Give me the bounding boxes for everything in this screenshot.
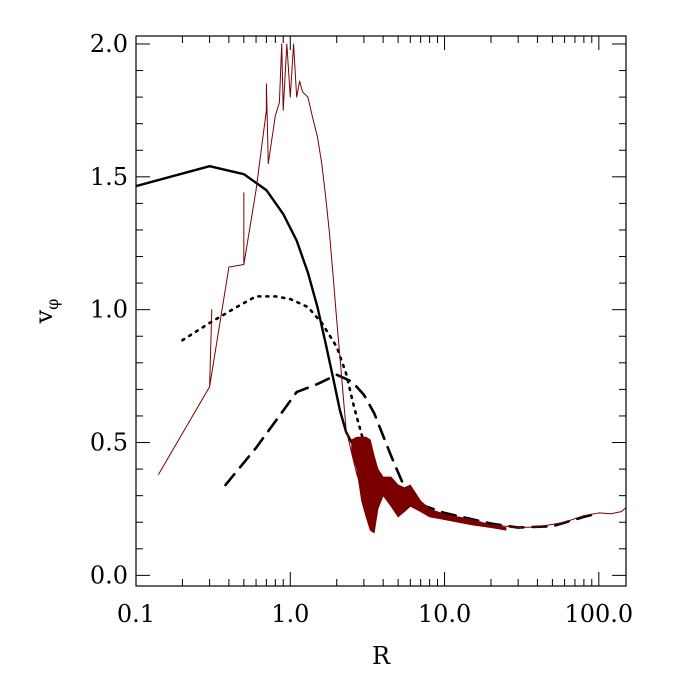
y-axis-label: vφ <box>30 299 62 325</box>
x-axis-label: R <box>372 642 391 670</box>
series-layer <box>136 43 626 534</box>
series-line-dotted <box>181 295 376 474</box>
plot-frame <box>135 35 627 587</box>
y-tick-label: 1.5 <box>90 163 128 191</box>
y-tick-label: 0.5 <box>90 429 128 457</box>
y-tick-label: 0.0 <box>90 561 128 589</box>
series-clip-group <box>136 43 626 534</box>
x-tick-label: 100.0 <box>564 600 633 628</box>
y-tick-label: 2.0 <box>90 30 128 58</box>
x-tick-label: 0.1 <box>117 600 155 628</box>
tick-layer <box>135 36 626 586</box>
x-tick-label: 1.0 <box>271 600 309 628</box>
y-tick-label: 1.0 <box>90 296 128 324</box>
series-line-thin-noisy <box>158 43 626 529</box>
y-axis-label-sub: φ <box>43 299 62 310</box>
series-band <box>351 436 507 534</box>
series-line-dashed <box>224 373 601 529</box>
y-axis-label-main: v <box>30 309 58 324</box>
series-line-solid <box>136 164 353 444</box>
tick-label-layer: 0.1 1.0 10.0 100.0 0.0 0.5 1.0 1.5 2.0 <box>90 30 633 628</box>
x-tick-label: 10.0 <box>418 600 471 628</box>
